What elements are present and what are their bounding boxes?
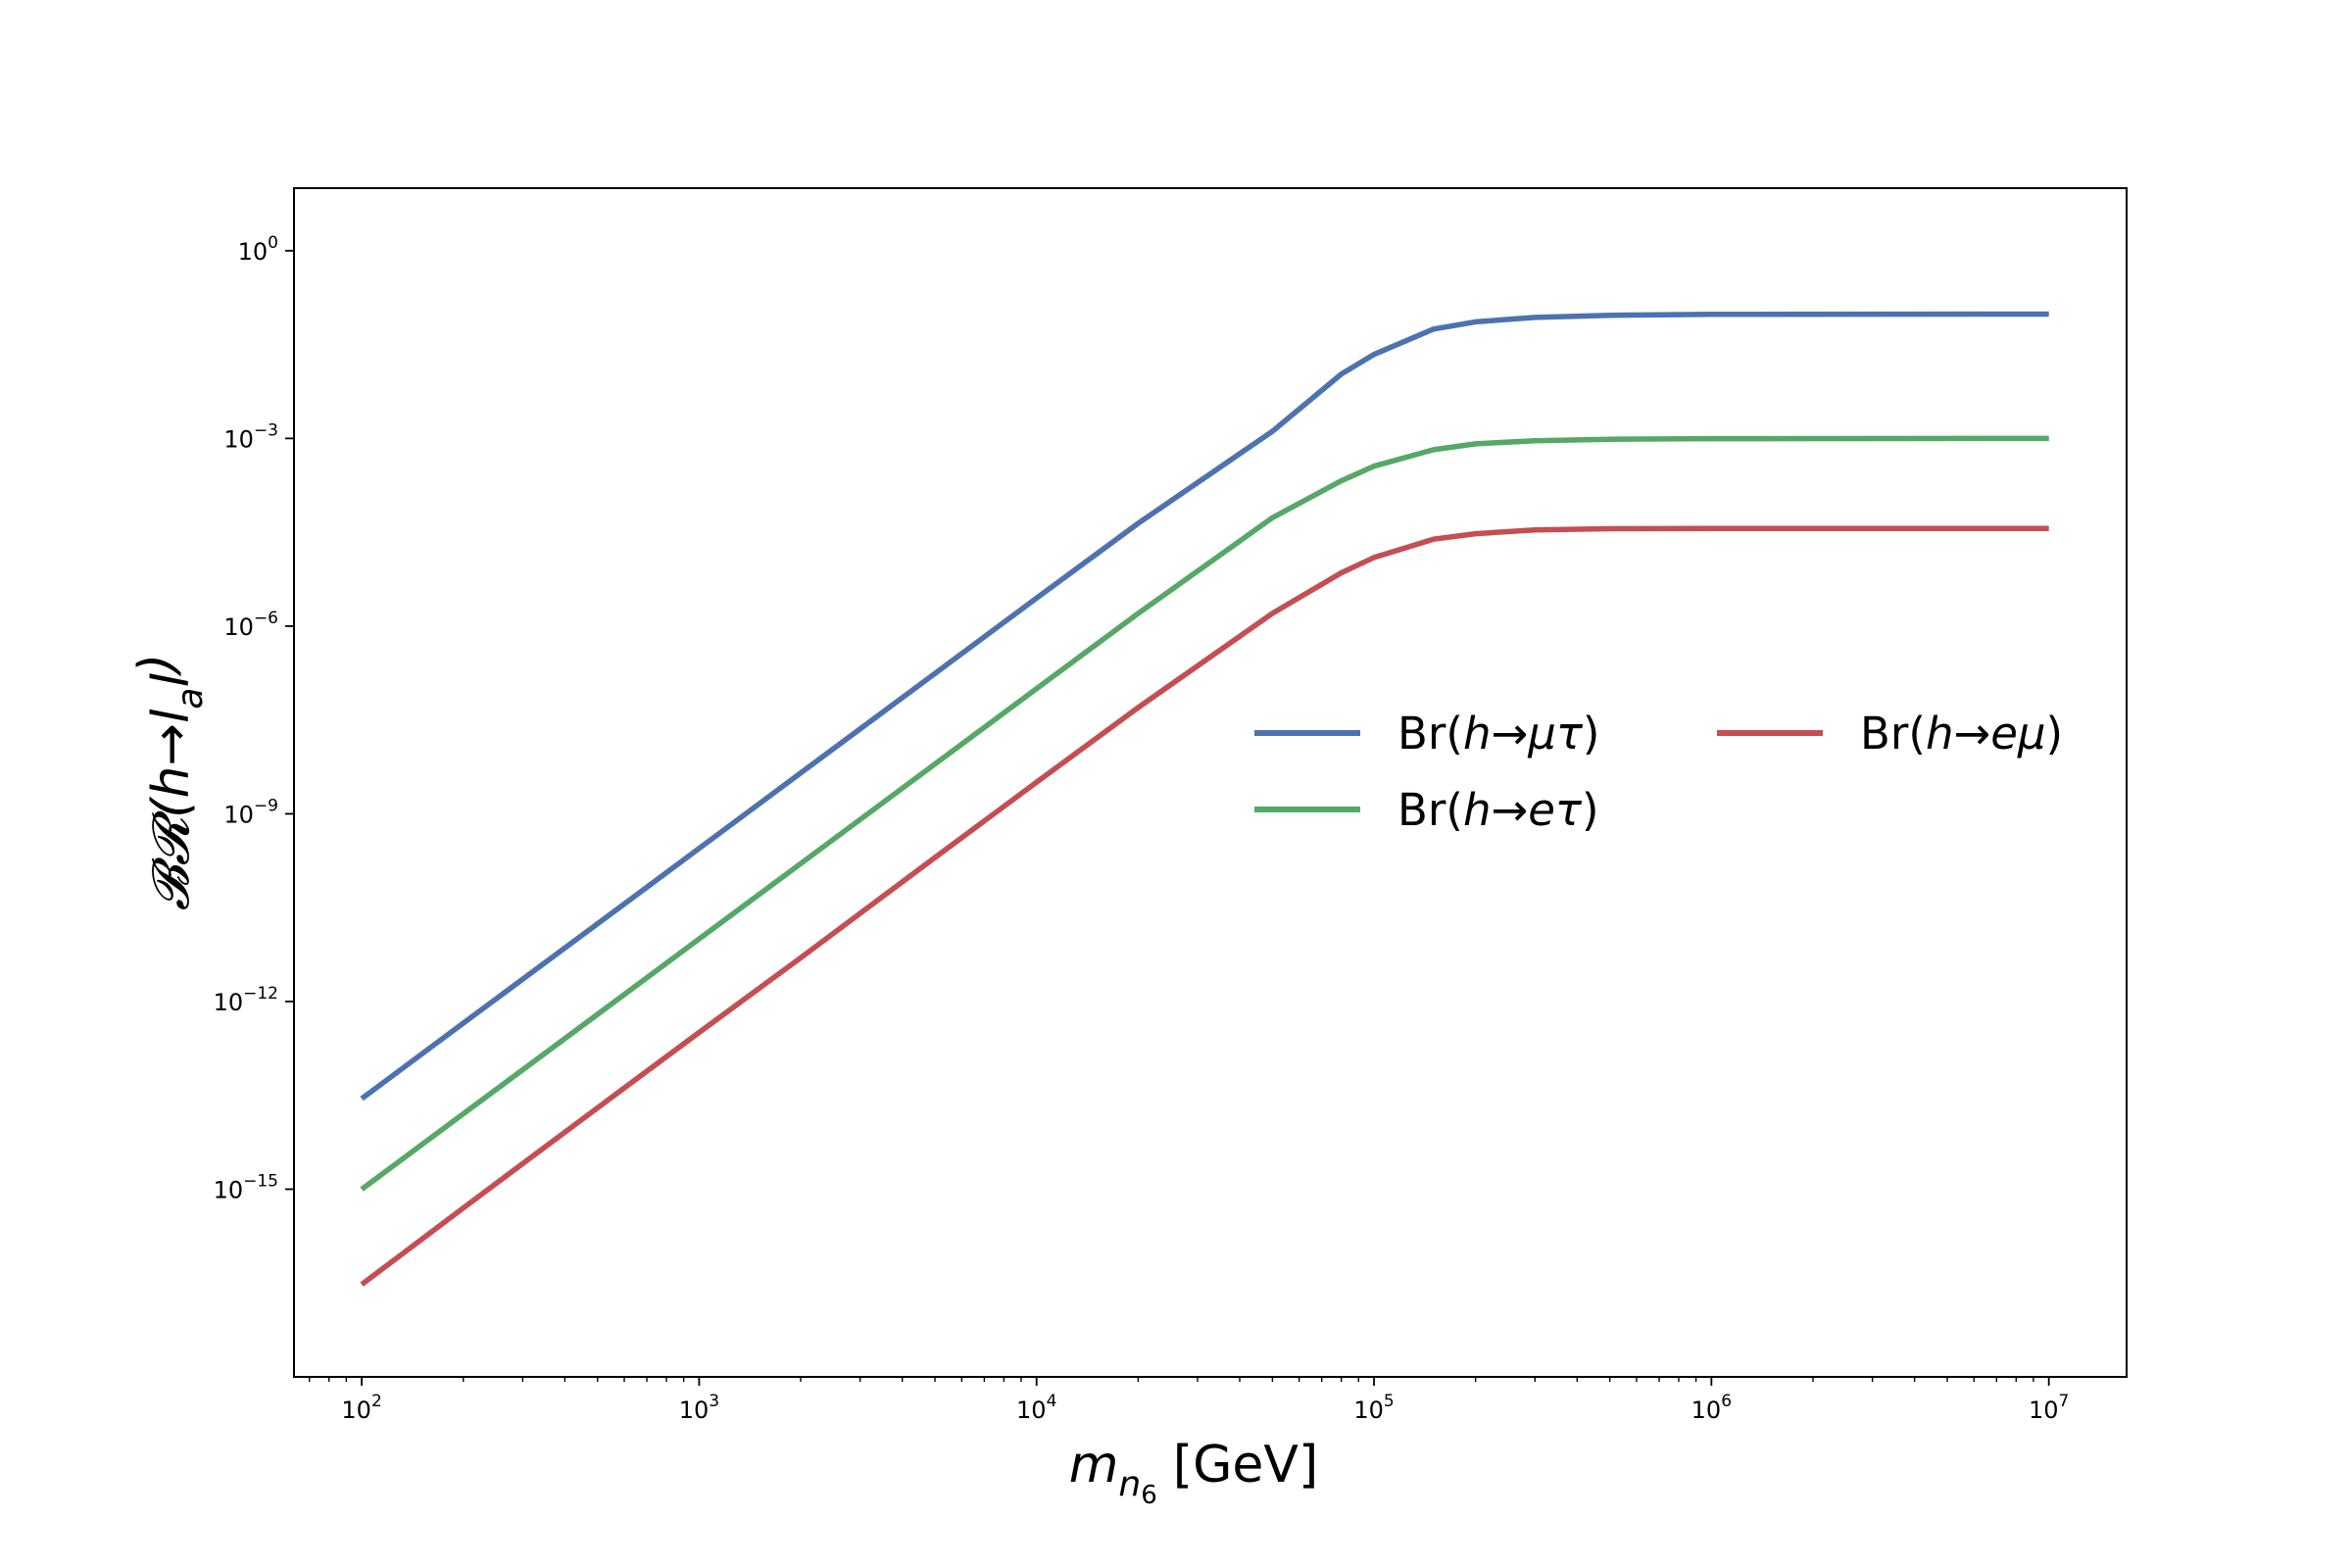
x-axis-label-unit: [GeV] — [1173, 1436, 1318, 1494]
x-tick-label: 107 — [2029, 1392, 2069, 1424]
y-axis-label-sub1: a — [171, 687, 211, 709]
y-tick-label: 100 — [238, 233, 278, 266]
x-tick-label: 103 — [679, 1392, 719, 1424]
x-axis-ticks: 102 103 104 105 106 107 — [341, 1377, 2069, 1424]
legend-label: Br(h→μτ) — [1397, 708, 1599, 760]
x-axis-label-main: m — [1069, 1436, 1119, 1494]
legend-item-mutau: Br(h→μτ) — [1254, 708, 1599, 760]
y-tick-label: 10−9 — [223, 796, 278, 828]
legend-item-etau: Br(h→eτ) — [1254, 784, 1599, 836]
legend-label: Br(h→eμ) — [1860, 708, 2063, 760]
y-tick-label: 10−15 — [214, 1171, 278, 1203]
y-tick-label: 10−3 — [223, 420, 278, 453]
x-tick-label: 102 — [341, 1392, 381, 1424]
y-axis-ticks: 100 10−3 10−6 10−9 10−12 10−15 — [214, 233, 294, 1203]
x-tick-label: 104 — [1016, 1392, 1056, 1424]
legend-label: Br(h→eτ) — [1397, 784, 1599, 836]
x-axis-label: mn6 [GeV] — [1069, 1436, 1318, 1510]
series-layer — [360, 311, 2049, 1287]
series-line-emu — [360, 525, 2049, 1287]
x-tick-label: 105 — [1353, 1392, 1394, 1424]
y-tick-label: 10−12 — [214, 984, 278, 1016]
x-axis-label-sub1: n — [1118, 1464, 1141, 1504]
y-axis-label-end: ) — [128, 654, 187, 677]
legend: Br(h→μτ) Br(h→eτ) Br(h→eμ) — [1254, 708, 2063, 836]
x-tick-label: 106 — [1691, 1392, 1732, 1424]
y-axis-label-main: 𝓑𝓡(h→l — [142, 709, 201, 910]
x-axis-label-sub2: 6 — [1141, 1481, 1157, 1510]
y-tick-label: 10−6 — [223, 609, 278, 641]
series-line-etau — [360, 435, 2049, 1192]
series-line-mutau — [360, 311, 2049, 1102]
legend-item-emu: Br(h→eμ) — [1717, 708, 2063, 760]
plot-frame — [293, 187, 2128, 1378]
y-axis-label: 𝓑𝓡(h→lal) — [128, 654, 211, 911]
y-axis-label-mid: l — [142, 672, 201, 687]
